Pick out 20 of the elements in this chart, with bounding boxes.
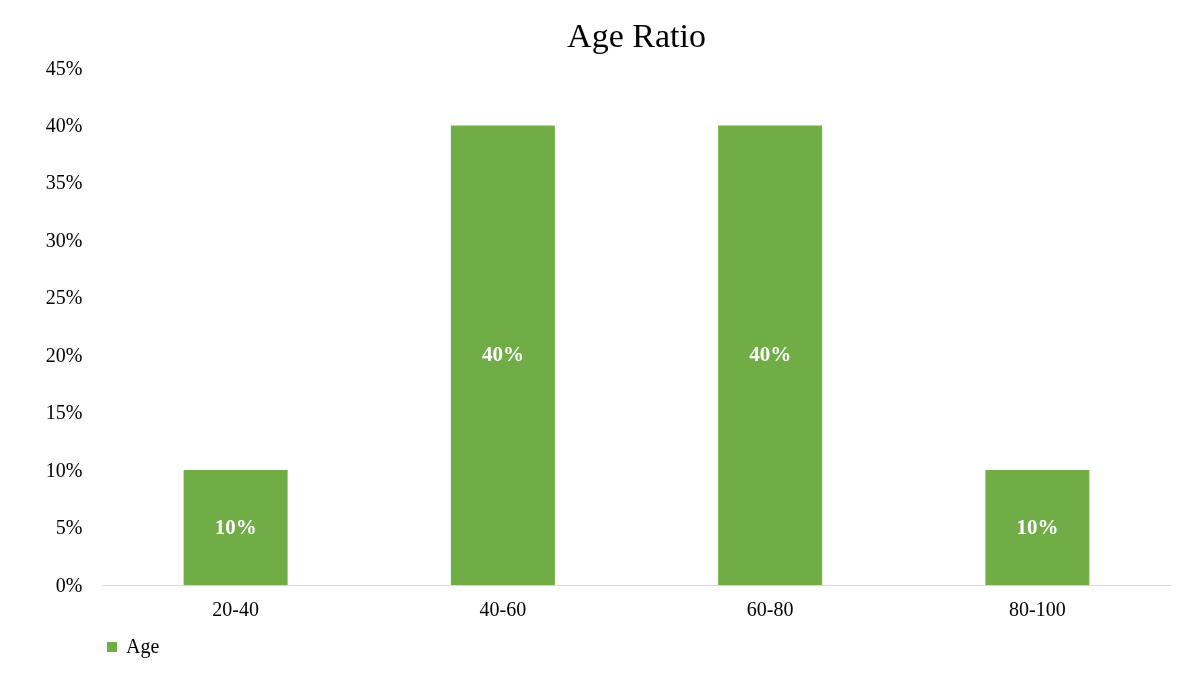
x-tick-label: 20-40 bbox=[212, 597, 259, 620]
y-tick-label: 15% bbox=[45, 401, 83, 424]
y-tick-label: 40% bbox=[45, 113, 83, 136]
y-tick-label: 0% bbox=[55, 573, 83, 596]
x-tick-label: 40-60 bbox=[479, 597, 527, 620]
chart-title: Age Ratio bbox=[567, 17, 706, 54]
y-tick-label: 5% bbox=[55, 516, 83, 539]
text: 40% bbox=[481, 342, 524, 367]
y-tick-label: 35% bbox=[45, 171, 83, 194]
text: 40% bbox=[749, 342, 792, 367]
y-tick-label: 30% bbox=[45, 228, 83, 251]
y-tick-label: 10% bbox=[45, 458, 83, 481]
legend-label: Age bbox=[126, 635, 160, 658]
x-tick-label: 80-100 bbox=[1009, 597, 1066, 620]
text: 10% bbox=[214, 514, 257, 539]
y-tick-label: 45% bbox=[45, 56, 83, 79]
x-tick-label: 60-80 bbox=[746, 597, 794, 620]
y-tick-label: 20% bbox=[45, 343, 83, 366]
text: 10% bbox=[1016, 514, 1059, 539]
y-tick-label: 25% bbox=[45, 286, 83, 309]
